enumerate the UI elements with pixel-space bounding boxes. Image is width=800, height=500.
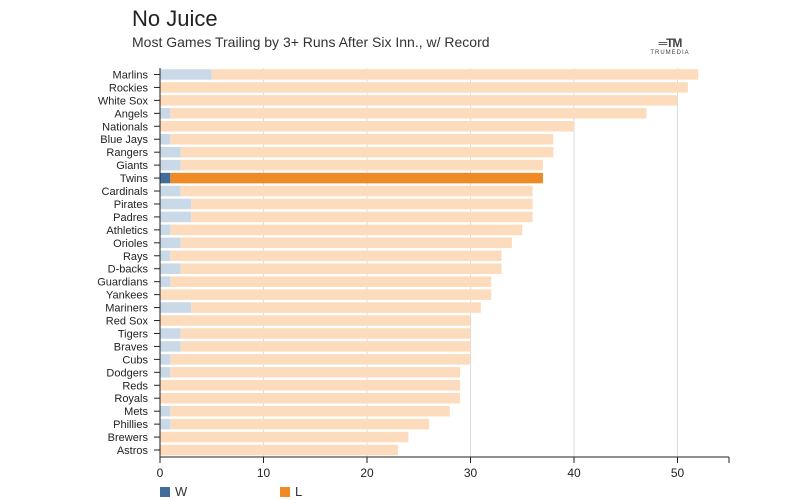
bar-l xyxy=(170,418,430,430)
bar-l xyxy=(211,69,699,80)
category-label: Cubs xyxy=(122,354,148,366)
chart-title: No Juice xyxy=(132,6,218,31)
bar-w xyxy=(160,108,171,119)
category-label: Red Sox xyxy=(106,316,149,328)
category-label: Marlins xyxy=(113,69,149,81)
bar-w xyxy=(160,159,181,171)
bar-l xyxy=(180,146,554,158)
category-label: Padres xyxy=(113,212,148,224)
legend-item-l: L xyxy=(280,484,302,499)
bar-w xyxy=(160,69,212,80)
category-label: Pirates xyxy=(114,199,149,211)
bar-l xyxy=(160,289,492,300)
category-label: Rays xyxy=(123,251,149,263)
category-label: Giants xyxy=(116,160,148,172)
category-label: Angels xyxy=(114,108,148,120)
category-label: Twins xyxy=(120,173,149,185)
category-label: Yankees xyxy=(106,290,148,302)
logo-text: TRUMEDIA xyxy=(650,50,690,56)
bar-l xyxy=(180,159,543,171)
legend-swatch-l xyxy=(280,486,290,497)
bar-w xyxy=(160,146,181,158)
bar-l xyxy=(160,431,409,443)
bar-w xyxy=(160,354,171,365)
bar-w xyxy=(160,418,171,430)
bar-l xyxy=(170,405,450,417)
category-label: Dodgers xyxy=(106,367,148,379)
x-tick-label: 10 xyxy=(257,466,271,480)
bar-w xyxy=(160,133,171,145)
x-tick-label: 20 xyxy=(360,466,374,480)
bar-w xyxy=(160,172,171,184)
bar-l xyxy=(191,198,533,210)
bar-l xyxy=(191,302,481,313)
bar-l xyxy=(170,108,647,119)
category-label: Guardians xyxy=(97,277,148,289)
x-tick-label: 30 xyxy=(464,466,478,480)
bar-l xyxy=(160,392,461,404)
bar-l xyxy=(180,328,471,339)
trumedia-logo: ═TM TRUMEDIA xyxy=(640,36,700,56)
category-label: D-backs xyxy=(108,264,149,276)
category-label: Orioles xyxy=(113,238,148,250)
bar-l xyxy=(180,185,533,197)
category-label: Reds xyxy=(122,380,148,392)
legend-item-w: W xyxy=(160,484,187,499)
category-label: Rangers xyxy=(106,147,148,159)
bar-w xyxy=(160,367,171,378)
bar-l xyxy=(170,250,502,262)
chart-subtitle: Most Games Trailing by 3+ Runs After Six… xyxy=(132,34,490,50)
category-label: Nationals xyxy=(102,121,148,133)
category-label: Phillies xyxy=(113,419,148,431)
category-label: Blue Jays xyxy=(100,134,148,146)
bar-l xyxy=(160,95,678,106)
bar-w xyxy=(160,198,192,210)
category-label: Astros xyxy=(117,445,149,457)
bar-w xyxy=(160,302,192,313)
bar-w xyxy=(160,405,171,417)
legend-label-w: W xyxy=(175,484,188,499)
bar-w xyxy=(160,237,181,249)
legend-label-l: L xyxy=(295,484,303,499)
bar-w xyxy=(160,276,171,287)
category-label: Mariners xyxy=(105,303,148,315)
bar-w xyxy=(160,341,181,352)
bar-l xyxy=(170,276,492,287)
bar-l xyxy=(160,444,399,456)
bar-l xyxy=(160,315,471,326)
category-label: Mets xyxy=(124,406,148,418)
bar-l xyxy=(160,121,574,132)
bar-l xyxy=(180,341,471,352)
logo-icon: ═TM xyxy=(658,36,683,50)
bar-l xyxy=(170,133,554,145)
bar-l xyxy=(160,82,688,93)
bar-l xyxy=(160,380,461,391)
x-tick-label: 0 xyxy=(157,466,164,480)
x-tick-label: 50 xyxy=(671,466,685,480)
category-label: Athletics xyxy=(106,225,148,237)
x-tick-label: 40 xyxy=(567,466,581,480)
bar-l xyxy=(170,354,471,365)
bar-w xyxy=(160,328,181,339)
bar-l xyxy=(191,211,533,223)
bar-l xyxy=(170,367,461,378)
category-label: Cardinals xyxy=(102,186,149,198)
category-label: Brewers xyxy=(108,432,149,444)
category-label: Braves xyxy=(114,341,149,353)
legend-swatch-w xyxy=(160,486,170,497)
bar-w xyxy=(160,224,171,236)
category-label: Tigers xyxy=(118,328,149,340)
category-label: Royals xyxy=(114,393,148,405)
category-label: Rockies xyxy=(109,82,149,94)
bar-l xyxy=(170,224,523,236)
bar-l xyxy=(170,172,543,184)
bar-l xyxy=(180,237,512,249)
category-label: White Sox xyxy=(98,95,149,107)
bar-w xyxy=(160,250,171,262)
bar-l xyxy=(180,263,502,274)
bar-w xyxy=(160,263,181,274)
bar-w xyxy=(160,185,181,197)
bar-w xyxy=(160,211,192,223)
